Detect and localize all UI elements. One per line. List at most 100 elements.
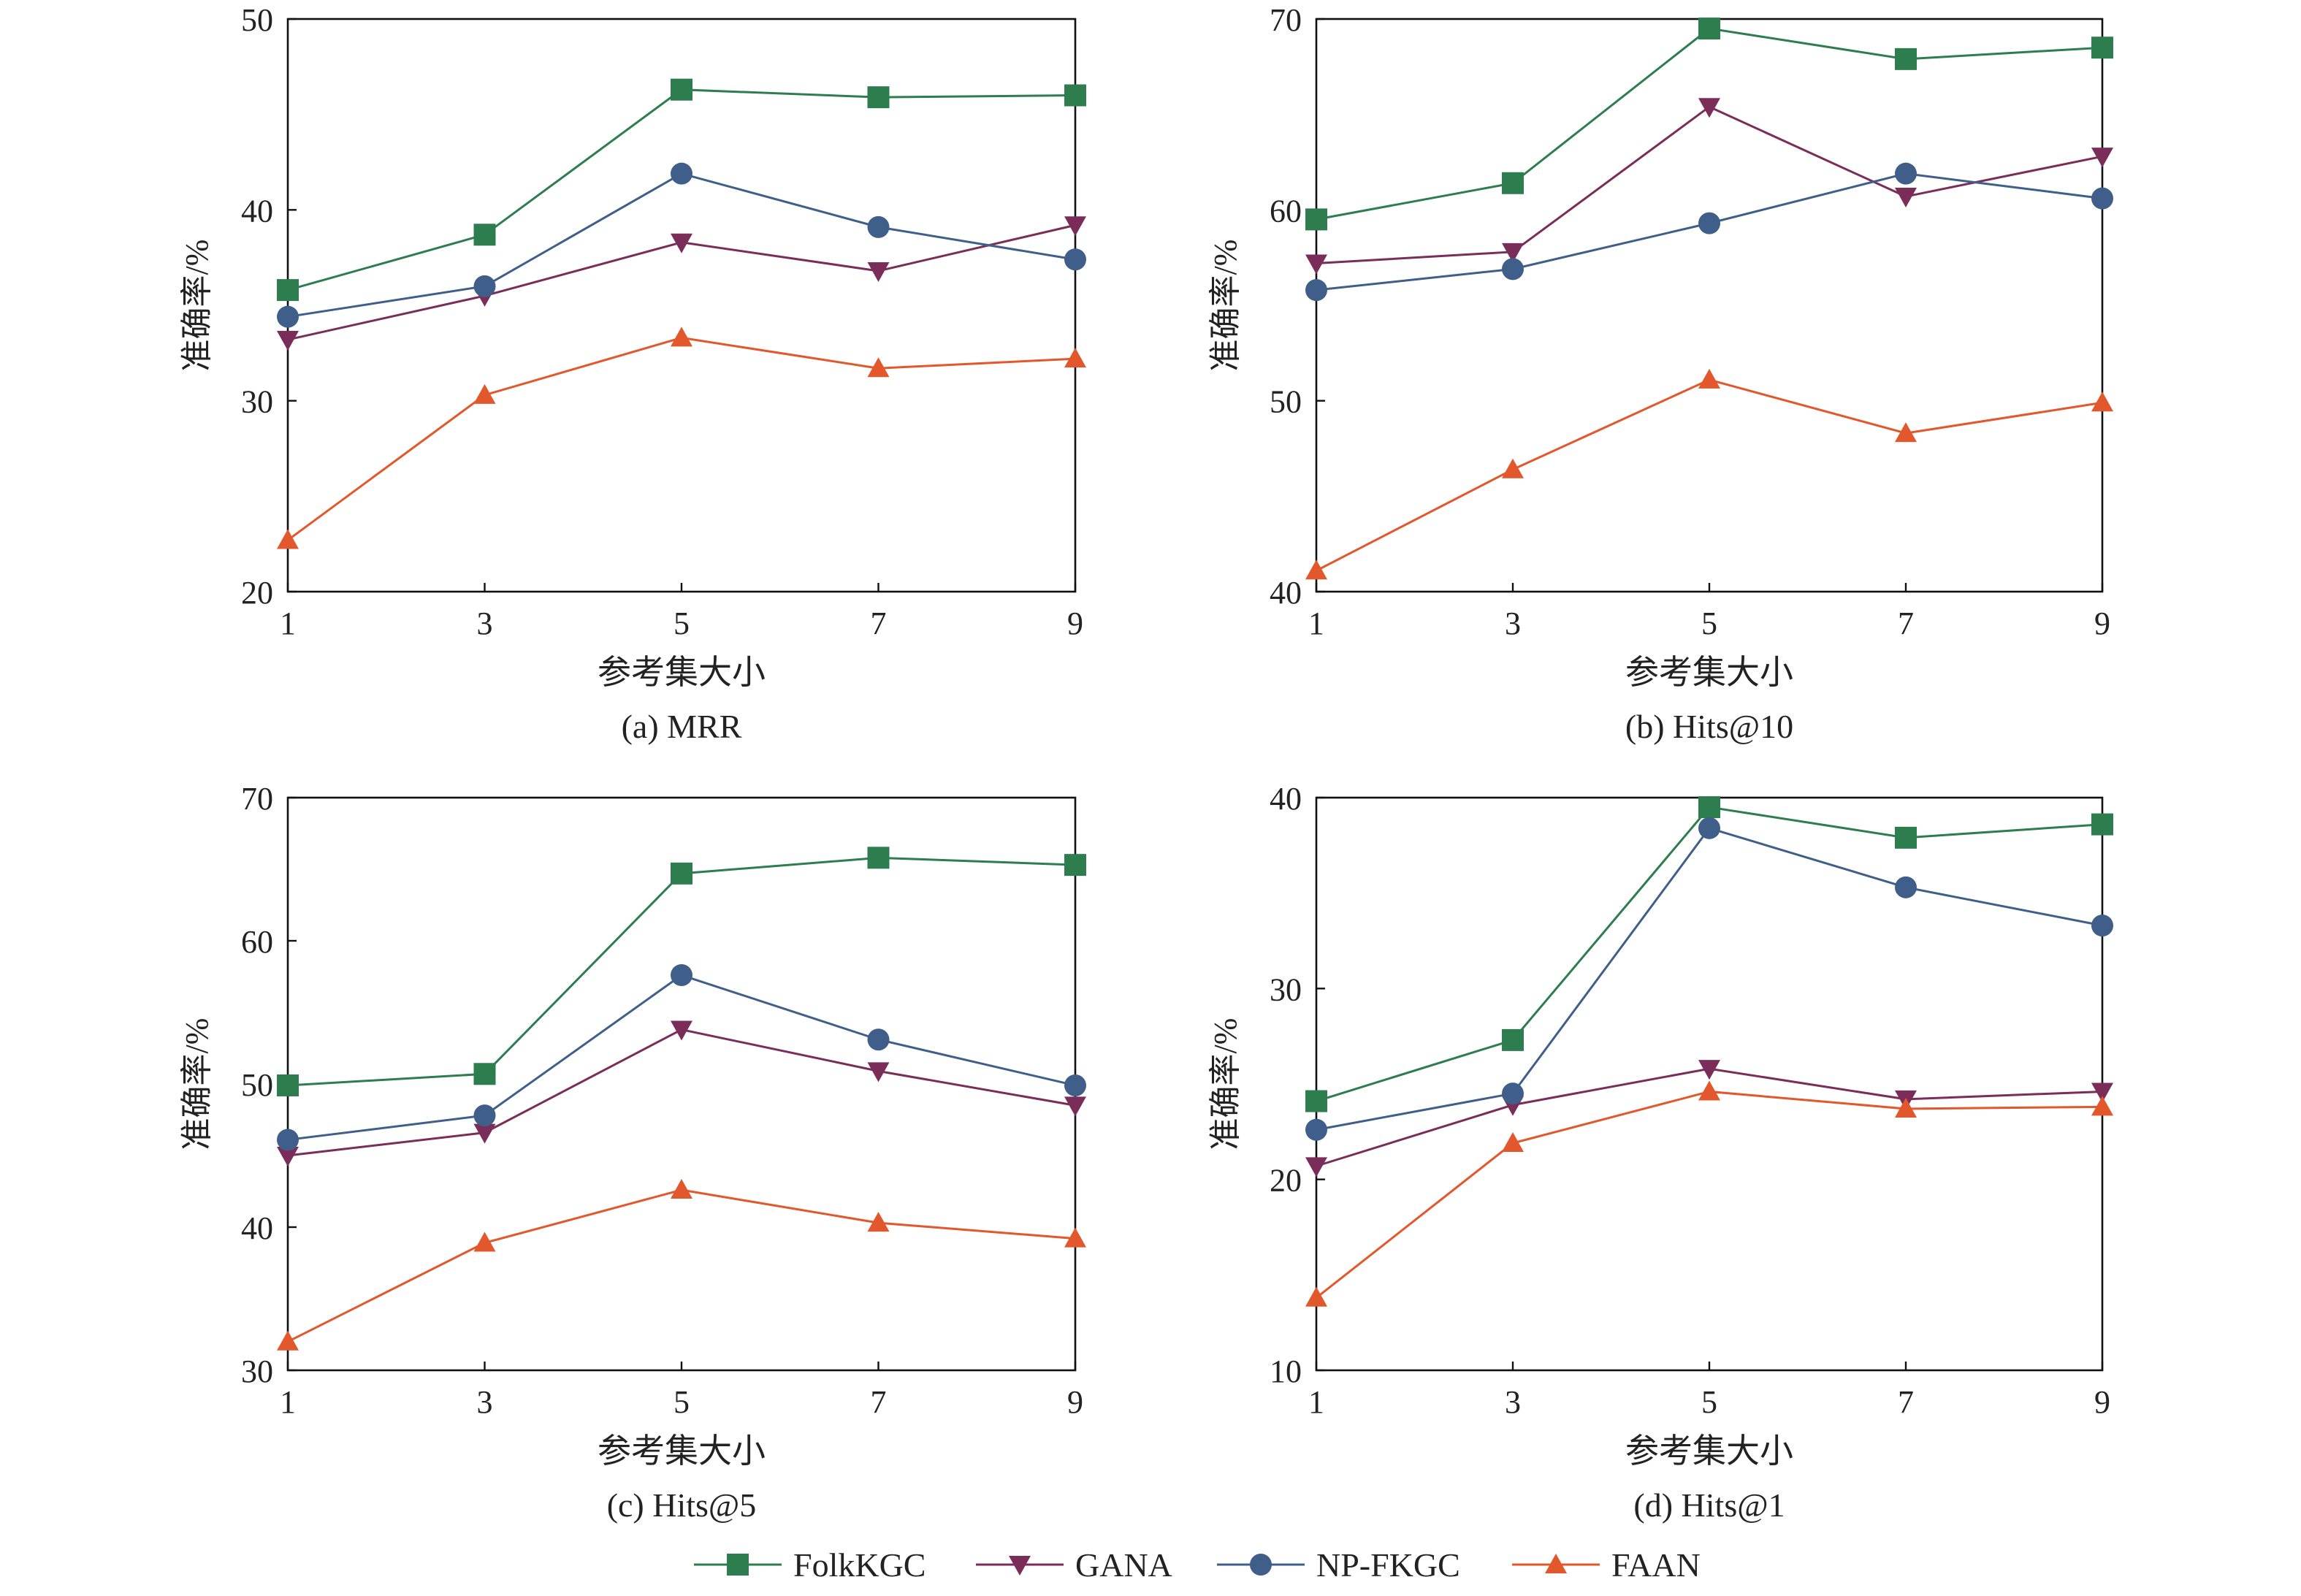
data-point: [473, 1123, 496, 1144]
y-tick-label: 60: [241, 924, 273, 960]
x-tick-label: 7: [871, 606, 887, 641]
data-point: [1064, 216, 1086, 237]
chart-panel-1: 1 3 5 7 9 20 30 40 50 准确率/% 参考集大小 (a) MRR: [179, 2, 1086, 745]
chart-caption: (b) Hits@10: [1625, 708, 1793, 745]
data-point: [1502, 172, 1524, 194]
data-point: [867, 1028, 890, 1051]
x-tick-label: 3: [477, 1384, 493, 1420]
x-tick-label: 9: [1067, 1384, 1083, 1420]
series-folkkgc: [277, 847, 1086, 1096]
x-tick-label: 1: [280, 606, 296, 641]
data-point: [867, 1062, 890, 1083]
series-faan: [277, 327, 1086, 549]
legend-entry-folkkgc: FolkKGC: [694, 1546, 926, 1584]
series-line: [1316, 1090, 2103, 1299]
y-tick-label: 50: [241, 2, 273, 38]
data-point: [671, 233, 692, 253]
y-tick-label: 50: [241, 1067, 273, 1103]
data-point: [671, 1020, 692, 1041]
y-tick-label: 70: [1270, 2, 1302, 38]
legend-label: FolkKGC: [793, 1546, 926, 1584]
x-tick-label: 5: [1701, 606, 1717, 641]
data-point: [1502, 1083, 1524, 1105]
data-point: [1502, 243, 1524, 263]
data-point: [1502, 258, 1524, 280]
x-axis-label: 参考集大小: [1625, 654, 1793, 691]
x-tick-label: 3: [1505, 1384, 1521, 1420]
data-point: [2091, 392, 2113, 412]
x-tick-label: 9: [2094, 1384, 2110, 1420]
y-tick-label: 40: [1270, 575, 1302, 611]
data-point: [2091, 915, 2113, 937]
data-point: [1895, 826, 1917, 849]
chart-panel-3: 1 3 5 7 9 30 40 50 60 70 准确率/% 参考集大小 (c) Hits@5: [179, 781, 1086, 1524]
data-point: [1064, 84, 1086, 107]
y-tick-label: 40: [241, 1210, 273, 1246]
data-point: [1698, 368, 1720, 389]
data-point: [2091, 1096, 2113, 1116]
data-point: [1502, 1132, 1524, 1153]
data-point: [277, 529, 299, 549]
chart-panel-2: 1 3 5 7 9 40 50 60 70 准确率/% 参考集大小 (b) Hits@10: [1207, 2, 2113, 745]
data-point: [277, 1074, 299, 1096]
data-point: [867, 215, 890, 238]
data-point: [671, 964, 692, 987]
y-tick-label: 50: [1270, 384, 1302, 420]
legend-marker: [1009, 1556, 1031, 1576]
y-tick-label: 70: [241, 781, 273, 817]
y-axis-label: 准确率/%: [179, 1018, 215, 1150]
data-point: [1698, 212, 1720, 234]
series-line: [287, 336, 1076, 541]
data-point: [1502, 458, 1524, 478]
data-point: [867, 1212, 890, 1232]
data-point: [1698, 18, 1720, 40]
data-point: [2091, 1083, 2113, 1103]
data-point: [867, 357, 890, 378]
data-point: [2091, 187, 2113, 210]
series-faan: [1305, 368, 2113, 580]
plot-frame: [286, 18, 1077, 593]
y-tick-label: 20: [1270, 1163, 1302, 1199]
series-np-fkgc: [1305, 817, 2113, 1141]
data-point: [1895, 47, 1917, 70]
data-point: [671, 78, 692, 101]
data-point: [2091, 148, 2113, 168]
series-folkkgc: [277, 78, 1086, 302]
series-faan: [1305, 1080, 2113, 1307]
y-tick-label: 30: [241, 384, 273, 420]
data-point: [671, 327, 692, 347]
legend-label: FAAN: [1611, 1546, 1701, 1584]
series-np-fkgc: [277, 964, 1086, 1151]
x-axis-label: 参考集大小: [598, 1432, 766, 1470]
data-point: [277, 279, 299, 302]
data-point: [1698, 1080, 1720, 1101]
data-point: [1305, 1090, 1327, 1112]
legend-marker: [1250, 1554, 1272, 1576]
data-point: [1895, 1097, 1917, 1118]
data-point: [1064, 1227, 1086, 1248]
data-point: [473, 1104, 496, 1127]
chart-caption: (c) Hits@5: [607, 1486, 757, 1524]
series-gana: [277, 1020, 1086, 1167]
legend-marker: [1545, 1554, 1567, 1573]
legend-label: NP-FKGC: [1316, 1546, 1460, 1584]
data-point: [1895, 162, 1917, 185]
data-point: [671, 862, 692, 885]
chart-panel-4: 1 3 5 7 9 10 20 30 40 准确率/% 参考集大小 (d) Hits@1: [1207, 781, 2113, 1524]
data-point: [277, 331, 299, 351]
y-axis-label: 准确率/%: [179, 240, 215, 372]
series-np-fkgc: [1305, 162, 2113, 302]
series-line: [287, 1188, 1076, 1343]
x-tick-label: 5: [673, 606, 690, 641]
data-point: [1064, 348, 1086, 368]
data-point: [1698, 1060, 1720, 1080]
series-gana: [1305, 98, 2113, 275]
data-point: [2091, 813, 2113, 836]
x-tick-label: 5: [673, 1384, 690, 1420]
series-line: [1316, 378, 2103, 572]
series-np-fkgc: [277, 162, 1086, 328]
chart-caption: (a) MRR: [622, 708, 742, 745]
y-tick-label: 60: [1270, 193, 1302, 229]
x-tick-label: 9: [2094, 606, 2110, 641]
y-tick-label: 30: [1270, 971, 1302, 1007]
